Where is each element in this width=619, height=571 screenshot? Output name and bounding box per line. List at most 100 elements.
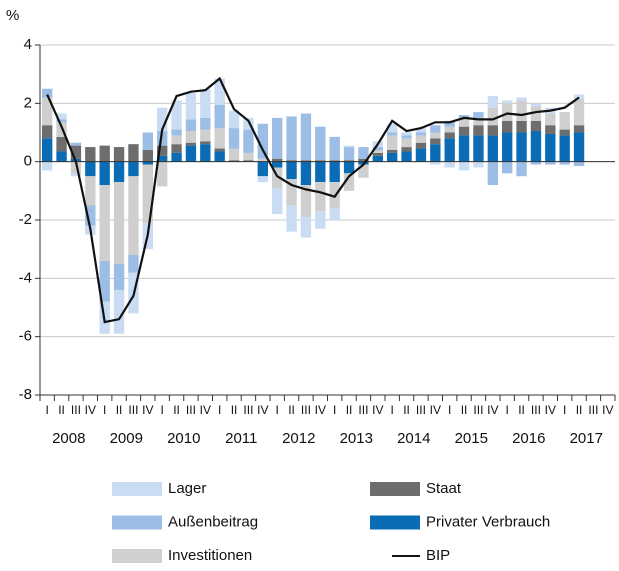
bar-segment: [516, 97, 527, 101]
bar-segment: [185, 142, 197, 146]
bar-segment: [372, 155, 383, 162]
bar-segment: [300, 161, 312, 185]
bar-segment: [573, 132, 585, 162]
year-label: 2015: [455, 430, 488, 447]
bar-segment: [171, 152, 182, 162]
bar-segment: [401, 147, 412, 152]
bar-segment: [372, 150, 383, 153]
bar-segment: [70, 142, 82, 146]
legend-swatch: [112, 515, 162, 530]
bar-segment: [42, 97, 53, 126]
bar-segment: [85, 205, 96, 226]
bar-segment: [329, 161, 340, 183]
bar-segment: [70, 173, 82, 177]
x-tick-label: III: [243, 403, 253, 417]
legend-swatch: [112, 482, 162, 496]
bar-segment: [415, 135, 427, 143]
bar-segment: [358, 147, 369, 159]
bar-segment: [272, 167, 283, 188]
bar-segment: [185, 93, 197, 120]
bar-segment: [573, 125, 585, 133]
bar-segment: [430, 125, 441, 133]
bar-segment: [157, 107, 168, 132]
bar-segment: [430, 132, 441, 139]
bar-segment: [559, 112, 570, 130]
bar-segment: [85, 176, 96, 206]
bar-segment: [516, 120, 527, 133]
bar-segment: [185, 145, 197, 162]
bar-segment: [70, 145, 82, 159]
bar-segment: [502, 103, 513, 121]
bar-segment: [530, 106, 542, 121]
bar-segment: [458, 115, 470, 118]
bar-segment: [516, 100, 527, 121]
bar-segment: [401, 135, 412, 139]
bar-segment: [42, 161, 53, 171]
bar-segment: [157, 145, 168, 156]
bar-segment: [502, 132, 513, 162]
bar-segment: [228, 110, 240, 129]
legend-label: Investitionen: [168, 547, 252, 564]
bar-segment: [157, 155, 168, 162]
bar-segment: [487, 125, 498, 136]
bar-segment: [329, 160, 340, 162]
x-tick-label: III: [128, 403, 138, 417]
x-tick-label: III: [301, 403, 311, 417]
x-tick-label: III: [186, 403, 196, 417]
legend-label: BIP: [426, 547, 450, 564]
bar-segment: [343, 160, 355, 162]
bar-segment: [286, 205, 297, 232]
x-tick-label: II: [231, 403, 238, 417]
bar-segment: [415, 132, 427, 136]
y-tick-label: -2: [19, 211, 32, 228]
bar-segment: [142, 132, 153, 150]
x-tick-label: I: [46, 403, 49, 417]
x-tick-label: III: [358, 403, 368, 417]
bar-segment: [573, 98, 585, 126]
bar-segment: [473, 161, 484, 168]
bar-segment: [85, 161, 96, 177]
y-tick-label: 4: [24, 36, 32, 53]
bar-segment: [99, 185, 110, 261]
bar-segment: [545, 161, 556, 165]
y-axis-label: %: [6, 7, 19, 24]
year-label: 2008: [52, 430, 85, 447]
bar-segment: [300, 113, 312, 161]
bar-segment: [200, 88, 211, 118]
x-tick-label: IV: [372, 403, 383, 417]
bar-segment: [56, 113, 67, 120]
bar-segment: [343, 173, 355, 191]
bar-segment: [315, 126, 326, 161]
bar-segment: [42, 125, 53, 139]
x-tick-label: I: [333, 403, 336, 417]
bar-segment: [387, 135, 398, 150]
legend-swatch: [370, 482, 420, 496]
year-label: 2011: [225, 430, 257, 447]
bar-segment: [458, 126, 470, 136]
bar-segment: [559, 161, 570, 165]
bar-segment: [573, 161, 585, 167]
bar-segment: [502, 100, 513, 104]
x-tick-label: II: [403, 403, 410, 417]
x-tick-label: IV: [545, 403, 556, 417]
x-tick-label: III: [473, 403, 483, 417]
bar-segment: [56, 119, 67, 123]
bar-segment: [444, 126, 455, 133]
bar-segment: [387, 150, 398, 153]
bar-segment: [559, 135, 570, 162]
bar-segment: [42, 88, 53, 98]
bar-segment: [286, 161, 297, 180]
bar-segment: [458, 117, 470, 127]
x-tick-label: II: [58, 403, 65, 417]
bar-segment: [473, 125, 484, 136]
bar-segment: [530, 103, 542, 107]
bar-segment: [315, 160, 326, 162]
year-label: 2012: [282, 430, 315, 447]
bar-segment: [286, 179, 297, 206]
x-tick-label: I: [506, 403, 509, 417]
y-tick-label: -8: [19, 386, 32, 403]
bar-segment: [343, 147, 355, 161]
bar-segment: [243, 152, 254, 161]
x-tick-label: I: [103, 403, 106, 417]
bar-segment: [185, 131, 197, 143]
